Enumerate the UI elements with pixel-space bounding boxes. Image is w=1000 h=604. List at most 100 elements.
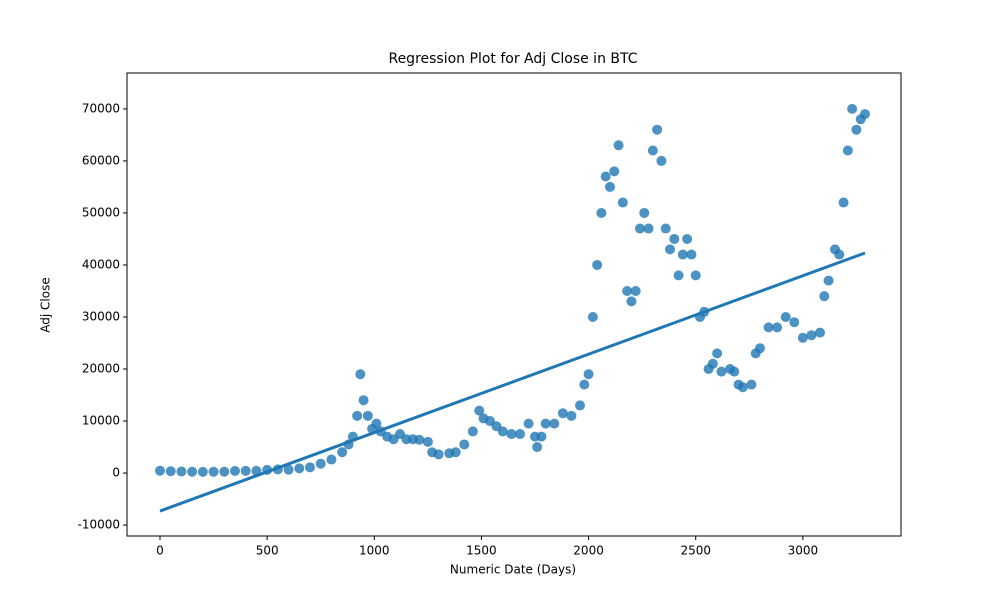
x-tick-label: 1500 bbox=[466, 544, 497, 558]
y-tick-label: 0 bbox=[112, 466, 120, 480]
point bbox=[240, 465, 251, 476]
point bbox=[647, 145, 658, 156]
point bbox=[639, 207, 650, 218]
point bbox=[230, 465, 240, 476]
point bbox=[467, 426, 478, 437]
y-tick-label: 50000 bbox=[82, 205, 120, 219]
point bbox=[665, 244, 675, 255]
point bbox=[609, 166, 620, 177]
point bbox=[422, 436, 433, 447]
point bbox=[797, 332, 808, 343]
point bbox=[155, 465, 165, 476]
point bbox=[587, 311, 598, 322]
point bbox=[371, 418, 382, 429]
point bbox=[630, 285, 641, 296]
point bbox=[459, 439, 470, 450]
point bbox=[575, 400, 585, 411]
point bbox=[780, 311, 791, 322]
x-tick-label: 2000 bbox=[573, 544, 604, 558]
point bbox=[497, 426, 508, 437]
point bbox=[176, 466, 187, 477]
point bbox=[605, 181, 615, 192]
point bbox=[596, 207, 607, 218]
point bbox=[712, 348, 723, 359]
point bbox=[622, 285, 633, 296]
point bbox=[187, 466, 198, 477]
point bbox=[746, 379, 757, 390]
point bbox=[592, 259, 603, 270]
point bbox=[352, 410, 363, 421]
point bbox=[660, 223, 671, 234]
point bbox=[208, 466, 219, 477]
point bbox=[283, 464, 294, 475]
plot-frame bbox=[126, 72, 902, 537]
y-axis-label: Adj Close bbox=[39, 277, 53, 332]
point bbox=[842, 145, 853, 156]
point bbox=[626, 296, 637, 307]
point bbox=[362, 410, 373, 421]
x-tick-label: 3000 bbox=[788, 544, 819, 558]
point bbox=[819, 291, 830, 302]
x-axis-label: Numeric Date (Days) bbox=[450, 563, 576, 577]
point bbox=[613, 140, 624, 151]
point bbox=[474, 405, 485, 416]
y-tick-label: -10000 bbox=[77, 518, 120, 532]
point bbox=[643, 223, 654, 234]
y-tick-label: 70000 bbox=[82, 101, 120, 115]
point bbox=[523, 418, 534, 429]
point bbox=[326, 454, 337, 465]
point bbox=[536, 431, 547, 442]
point bbox=[677, 249, 688, 260]
x-tick-label: 1000 bbox=[359, 544, 390, 558]
point bbox=[682, 233, 693, 244]
point bbox=[690, 270, 701, 281]
point bbox=[506, 429, 517, 440]
point bbox=[838, 197, 849, 208]
point bbox=[729, 366, 740, 377]
chart-title: Regression Plot for Adj Close in BTC bbox=[388, 51, 637, 67]
point bbox=[219, 466, 230, 477]
x-tick-label: 500 bbox=[256, 544, 279, 558]
point bbox=[600, 171, 611, 182]
point bbox=[579, 379, 590, 390]
point bbox=[789, 317, 800, 328]
point bbox=[823, 275, 834, 286]
point bbox=[815, 327, 825, 338]
point bbox=[540, 418, 551, 429]
point bbox=[737, 382, 748, 393]
y-tick-label: 10000 bbox=[82, 414, 120, 428]
x-tick-label: 2500 bbox=[680, 544, 711, 558]
point bbox=[549, 418, 560, 429]
y-tick-label: 60000 bbox=[82, 153, 120, 167]
x-tick-label: 0 bbox=[156, 544, 164, 558]
point bbox=[755, 343, 765, 354]
point bbox=[763, 322, 774, 333]
point bbox=[635, 223, 645, 234]
point bbox=[656, 155, 667, 166]
point bbox=[834, 249, 845, 260]
point bbox=[686, 249, 697, 260]
point bbox=[532, 442, 543, 453]
point bbox=[515, 429, 525, 440]
point bbox=[673, 270, 684, 281]
point bbox=[414, 434, 425, 445]
y-tick-label: 20000 bbox=[82, 362, 120, 376]
point bbox=[355, 369, 366, 380]
point bbox=[847, 103, 858, 114]
point bbox=[337, 447, 348, 458]
point bbox=[197, 466, 208, 477]
point bbox=[860, 109, 870, 120]
point bbox=[772, 322, 783, 333]
point bbox=[851, 124, 862, 135]
y-tick-label: 30000 bbox=[82, 309, 120, 323]
point bbox=[433, 449, 444, 460]
point bbox=[557, 408, 568, 419]
y-tick-label: 40000 bbox=[82, 257, 120, 271]
point bbox=[358, 395, 369, 406]
point bbox=[806, 330, 817, 341]
point bbox=[450, 447, 461, 458]
point bbox=[583, 369, 594, 380]
regression-line bbox=[159, 251, 866, 513]
point bbox=[669, 233, 680, 244]
